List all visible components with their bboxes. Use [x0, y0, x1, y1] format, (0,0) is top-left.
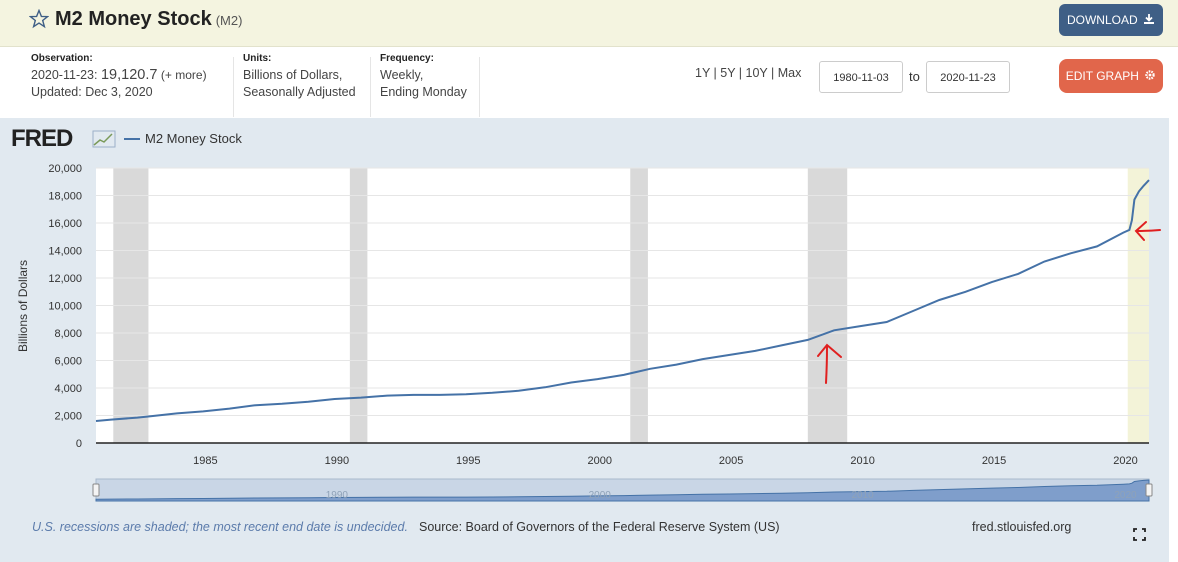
x-tick-label: 2020	[1113, 455, 1137, 467]
x-tick-label: 1985	[193, 455, 217, 467]
series-title: M2 Money Stock	[55, 8, 212, 30]
frequency-line2: Ending Monday	[380, 85, 467, 99]
arrow-left-2020-annotation	[1134, 221, 1161, 241]
download-icon	[1144, 14, 1154, 24]
observation-more-link[interactable]: (+ more)	[160, 68, 207, 82]
y-tick-label: 6,000	[54, 356, 82, 368]
observation-block: Observation: 2020-11-23: 19,120.7 (+ mor…	[31, 50, 207, 116]
navigator-area	[95, 479, 1150, 502]
annotation-arrow	[817, 343, 842, 384]
fullscreen-icon[interactable]	[1133, 528, 1146, 541]
page-title: M2 Money Stock (M2)	[55, 8, 242, 31]
y-tick-label: 20,000	[48, 163, 82, 175]
x-tick-label: 1995	[456, 455, 480, 467]
x-tick-label: 2000	[587, 455, 611, 467]
navigator-handle[interactable]	[1145, 483, 1153, 497]
units-line1: Billions of Dollars,	[243, 68, 343, 82]
observation-value: 19,120.7	[100, 67, 158, 83]
observation-label: Observation:	[31, 53, 93, 64]
y-tick-label: 8,000	[54, 328, 82, 340]
end-date-input[interactable]: 2020-11-23	[926, 61, 1010, 93]
y-tick-label: 4,000	[54, 383, 82, 395]
source-text: Source: Board of Governors of the Federa…	[419, 520, 780, 534]
frequency-label: Frequency:	[380, 53, 434, 64]
navigator-tick-label: 2010	[851, 490, 874, 501]
units-block: Units: Billions of Dollars, Seasonally A…	[243, 50, 356, 116]
download-button[interactable]: DOWNLOAD	[1059, 4, 1163, 36]
x-tick-label: 2005	[719, 455, 743, 467]
to-label: to	[909, 69, 920, 84]
y-tick-label: 2,000	[54, 411, 82, 423]
x-tick-label: 2010	[850, 455, 874, 467]
y-tick-label: 14,000	[48, 246, 82, 258]
observation-date: 2020-11-23:	[31, 68, 98, 82]
edit-graph-button[interactable]: EDIT GRAPH	[1059, 59, 1163, 93]
site-link[interactable]: fred.stlouisfed.org	[972, 520, 1072, 534]
download-label: DOWNLOAD	[1066, 13, 1138, 27]
fred-chart-icon	[92, 130, 116, 148]
y-tick-label: 16,000	[48, 218, 82, 230]
x-tick-label: 1990	[325, 455, 349, 467]
frequency-block: Frequency: Weekly, Ending Monday	[380, 50, 467, 116]
range-navigator: 1990 2000 2010 2020	[92, 478, 1153, 502]
navigator-tick-label: 1990	[326, 490, 349, 501]
divider	[233, 57, 234, 117]
start-date-input[interactable]: 1980-11-03	[819, 61, 903, 93]
divider	[479, 57, 480, 117]
gear-icon	[1145, 70, 1155, 80]
range-presets[interactable]: 1Y | 5Y | 10Y | Max	[695, 66, 802, 80]
legend-series-name: M2 Money Stock	[145, 131, 242, 146]
series-code: (M2)	[215, 13, 243, 28]
units-line2: Seasonally Adjusted	[243, 85, 356, 99]
y-tick-label: 18,000	[48, 191, 82, 203]
y-tick-label: 12,000	[48, 273, 82, 285]
y-tick-label: 10,000	[48, 301, 82, 313]
units-label: Units:	[243, 53, 272, 64]
navigator-tick-label: 2000	[589, 490, 612, 501]
star-icon[interactable]	[29, 9, 49, 29]
annotation-arrow	[1134, 221, 1161, 241]
header-bar: M2 Money Stock (M2) DOWNLOAD	[0, 0, 1178, 47]
recession-note: U.S. recessions are shaded; the most rec…	[32, 520, 408, 534]
navigator-handle[interactable]	[92, 483, 100, 497]
fred-logo: FRED	[11, 125, 73, 152]
series-line	[95, 179, 1150, 422]
divider	[370, 57, 371, 117]
edit-graph-label: EDIT GRAPH	[1065, 69, 1139, 83]
legend-swatch	[124, 138, 140, 140]
x-tick-label: 2015	[982, 455, 1006, 467]
y-tick-label: 0	[76, 438, 82, 450]
updated-date: Updated: Dec 3, 2020	[31, 85, 153, 99]
arrow-up-2008-annotation	[817, 343, 842, 384]
navigator-tick-label: 2020	[1114, 490, 1137, 501]
frequency-line1: Weekly,	[380, 68, 424, 82]
